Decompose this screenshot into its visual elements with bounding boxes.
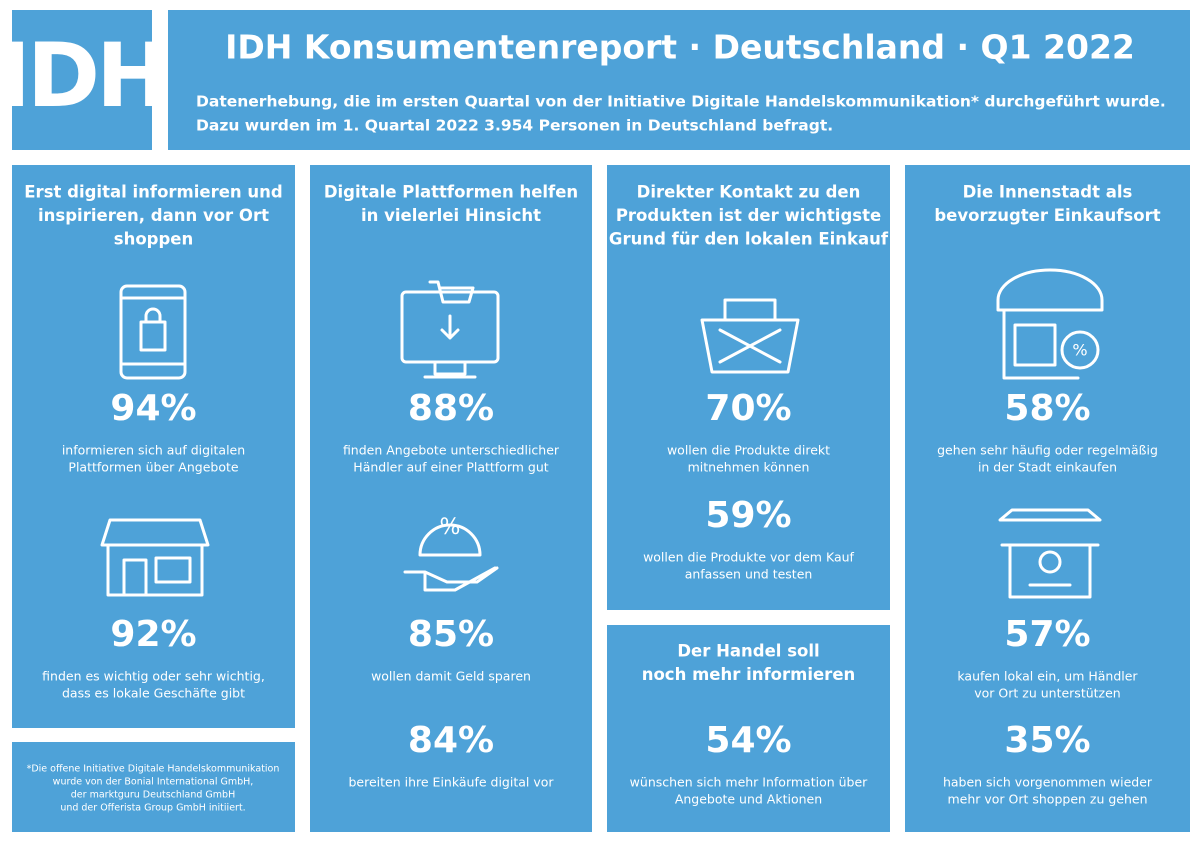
title: IDH Konsumentenreport · Deutschland · Q1…: [225, 28, 1135, 67]
panel-title: in vielerlei Hinsicht: [361, 206, 541, 225]
shop-icon: [100, 518, 210, 597]
stat-value: 54%: [705, 720, 791, 761]
svg-text:%: %: [440, 515, 461, 540]
panel-title: Digitale Plattformen helfen: [324, 183, 578, 202]
stat-text: in der Stadt einkaufen: [978, 460, 1117, 475]
stat-text: wollen damit Geld sparen: [371, 669, 531, 684]
footnote-line: wurde von der Bonial International GmbH,: [53, 777, 254, 788]
stat-value: 92%: [110, 614, 196, 655]
panel: [905, 165, 1190, 832]
panel-title: bevorzugter Einkaufsort: [934, 206, 1160, 225]
storefront-icon: [996, 268, 1104, 312]
stat-text: haben sich vorgenommen wieder: [943, 775, 1153, 790]
panel: [310, 165, 592, 832]
stat-text: wollen die Produkte vor dem Kauf: [643, 550, 854, 565]
subtitle: Dazu wurden im 1. Quartal 2022 3.954 Per…: [196, 117, 833, 135]
stat-value: 58%: [1004, 388, 1090, 429]
stat-text: wollen die Produkte direkt: [667, 443, 830, 458]
tablet-icon: [119, 284, 187, 380]
kiosk-icon: [998, 508, 1102, 599]
stat-value: 85%: [408, 614, 494, 655]
stat-value: 59%: [705, 495, 791, 536]
panel-title: Grund für den lokalen Einkauf: [609, 230, 889, 249]
panel-title: shoppen: [114, 230, 193, 249]
hand-icon: [403, 566, 499, 592]
panel-title: Direkter Kontakt zu den: [637, 183, 861, 202]
panel-title: inspirieren, dann vor Ort: [38, 206, 269, 225]
panel: [607, 625, 890, 832]
stat-text: gehen sehr häufig oder regelmäßig: [937, 443, 1158, 458]
stat-text: bereiten ihre Einkäufe digital vor: [348, 775, 554, 790]
stat-value: 70%: [705, 388, 791, 429]
footnote-box: [12, 742, 295, 832]
panel: [12, 165, 295, 728]
basket-icon: [700, 318, 800, 374]
footnote-line: der marktguru Deutschland GmbH: [71, 790, 235, 801]
stat-text: anfassen und testen: [685, 567, 813, 582]
logo: IDH: [0, 24, 166, 127]
panel-title: Die Innenstadt als: [963, 183, 1133, 202]
logo-box: [12, 10, 152, 150]
stat-text: vor Ort zu unterstützen: [974, 686, 1120, 701]
panel-title: noch mehr informieren: [642, 665, 856, 684]
stat-value: 35%: [1004, 720, 1090, 761]
stat-text: Angebote und Aktionen: [675, 792, 822, 807]
stat-value: 94%: [110, 388, 196, 429]
stat-text: mehr vor Ort shoppen zu gehen: [947, 792, 1147, 807]
stat-value: 88%: [408, 388, 494, 429]
stat-value: 57%: [1004, 614, 1090, 655]
stat-text: Plattformen über Angebote: [68, 460, 238, 475]
panel-title: Produkten ist der wichtigste: [616, 206, 881, 225]
stat-text: wünschen sich mehr Information über: [630, 775, 868, 790]
subtitle: Datenerhebung, die im ersten Quartal von…: [196, 93, 1166, 111]
stat-text: finden es wichtig oder sehr wichtig,: [42, 669, 265, 684]
stat-value: 84%: [408, 720, 494, 761]
stat-text: kaufen lokal ein, um Händler: [957, 669, 1138, 684]
panel: [607, 165, 890, 610]
panel-title: Erst digital informieren und: [24, 183, 282, 202]
footnote-line: *Die offene Initiative Digitale Handelsk…: [27, 764, 280, 775]
stat-text: dass es lokale Geschäfte gibt: [62, 686, 245, 701]
panel-title: Der Handel soll: [677, 642, 819, 661]
stat-text: informieren sich auf digitalen: [62, 443, 245, 458]
svg-text:%: %: [1072, 341, 1087, 360]
stat-text: mitnehmen können: [688, 460, 810, 475]
footnote-line: und der Offerista Group GmbH initiiert.: [60, 803, 245, 814]
icons: % %: [100, 268, 1104, 599]
stat-text: Händler auf einer Plattform gut: [353, 460, 548, 475]
monitor-icon: [400, 290, 500, 364]
header-box: [168, 10, 1190, 150]
stat-text: finden Angebote unterschiedlicher: [343, 443, 560, 458]
